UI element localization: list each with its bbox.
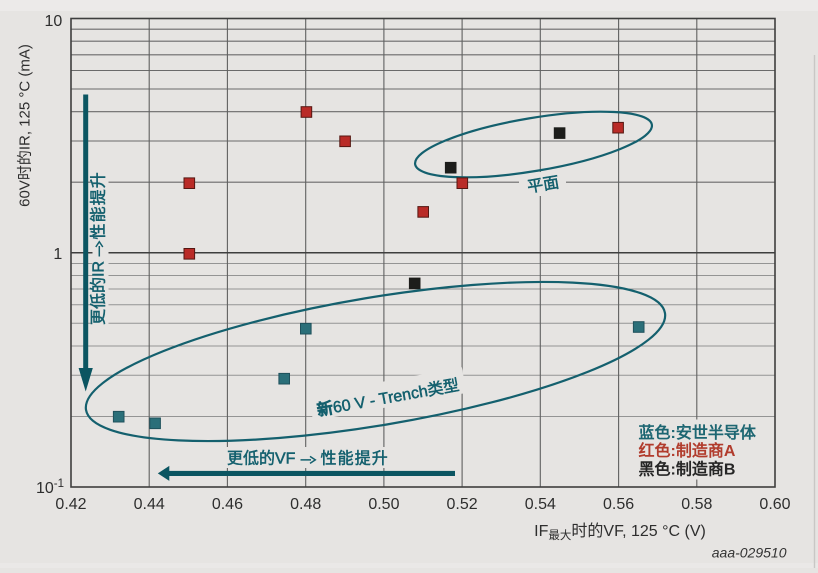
svg-text:IF最大时的VF, 125 °C (V): IF最大时的VF, 125 °C (V) (534, 522, 706, 542)
svg-text:aaa-029510: aaa-029510 (712, 545, 787, 561)
svg-text:蓝色:安世半导体: 蓝色:安世半导体 (639, 423, 757, 442)
svg-text:0.50: 0.50 (368, 496, 399, 513)
svg-text:0.42: 0.42 (55, 496, 86, 513)
svg-text:60V时的IR, 125 °C (mA): 60V时的IR, 125 °C (mA) (17, 44, 34, 207)
svg-text:红色:制造商A: 红色:制造商A (639, 441, 736, 460)
svg-text:1: 1 (53, 246, 62, 263)
svg-text:0.46: 0.46 (212, 496, 243, 513)
svg-text:0.54: 0.54 (525, 496, 556, 513)
svg-text:0.52: 0.52 (447, 496, 478, 513)
svg-text:性能提升: 性能提升 (321, 450, 389, 468)
svg-text:10: 10 (45, 13, 63, 30)
svg-text:更低的IR: 更低的IR (90, 261, 108, 325)
svg-text:0.60: 0.60 (759, 496, 790, 513)
svg-text:更低的VF: 更低的VF (227, 450, 296, 468)
svg-text:性能提升: 性能提升 (90, 171, 108, 239)
svg-text:0.48: 0.48 (290, 496, 321, 513)
svg-text:0.44: 0.44 (134, 496, 165, 513)
svg-text:0.58: 0.58 (681, 496, 712, 513)
svg-text:平面: 平面 (526, 174, 560, 196)
svg-text:黑色:制造商B: 黑色:制造商B (639, 459, 736, 478)
svg-text:0.56: 0.56 (603, 496, 634, 513)
